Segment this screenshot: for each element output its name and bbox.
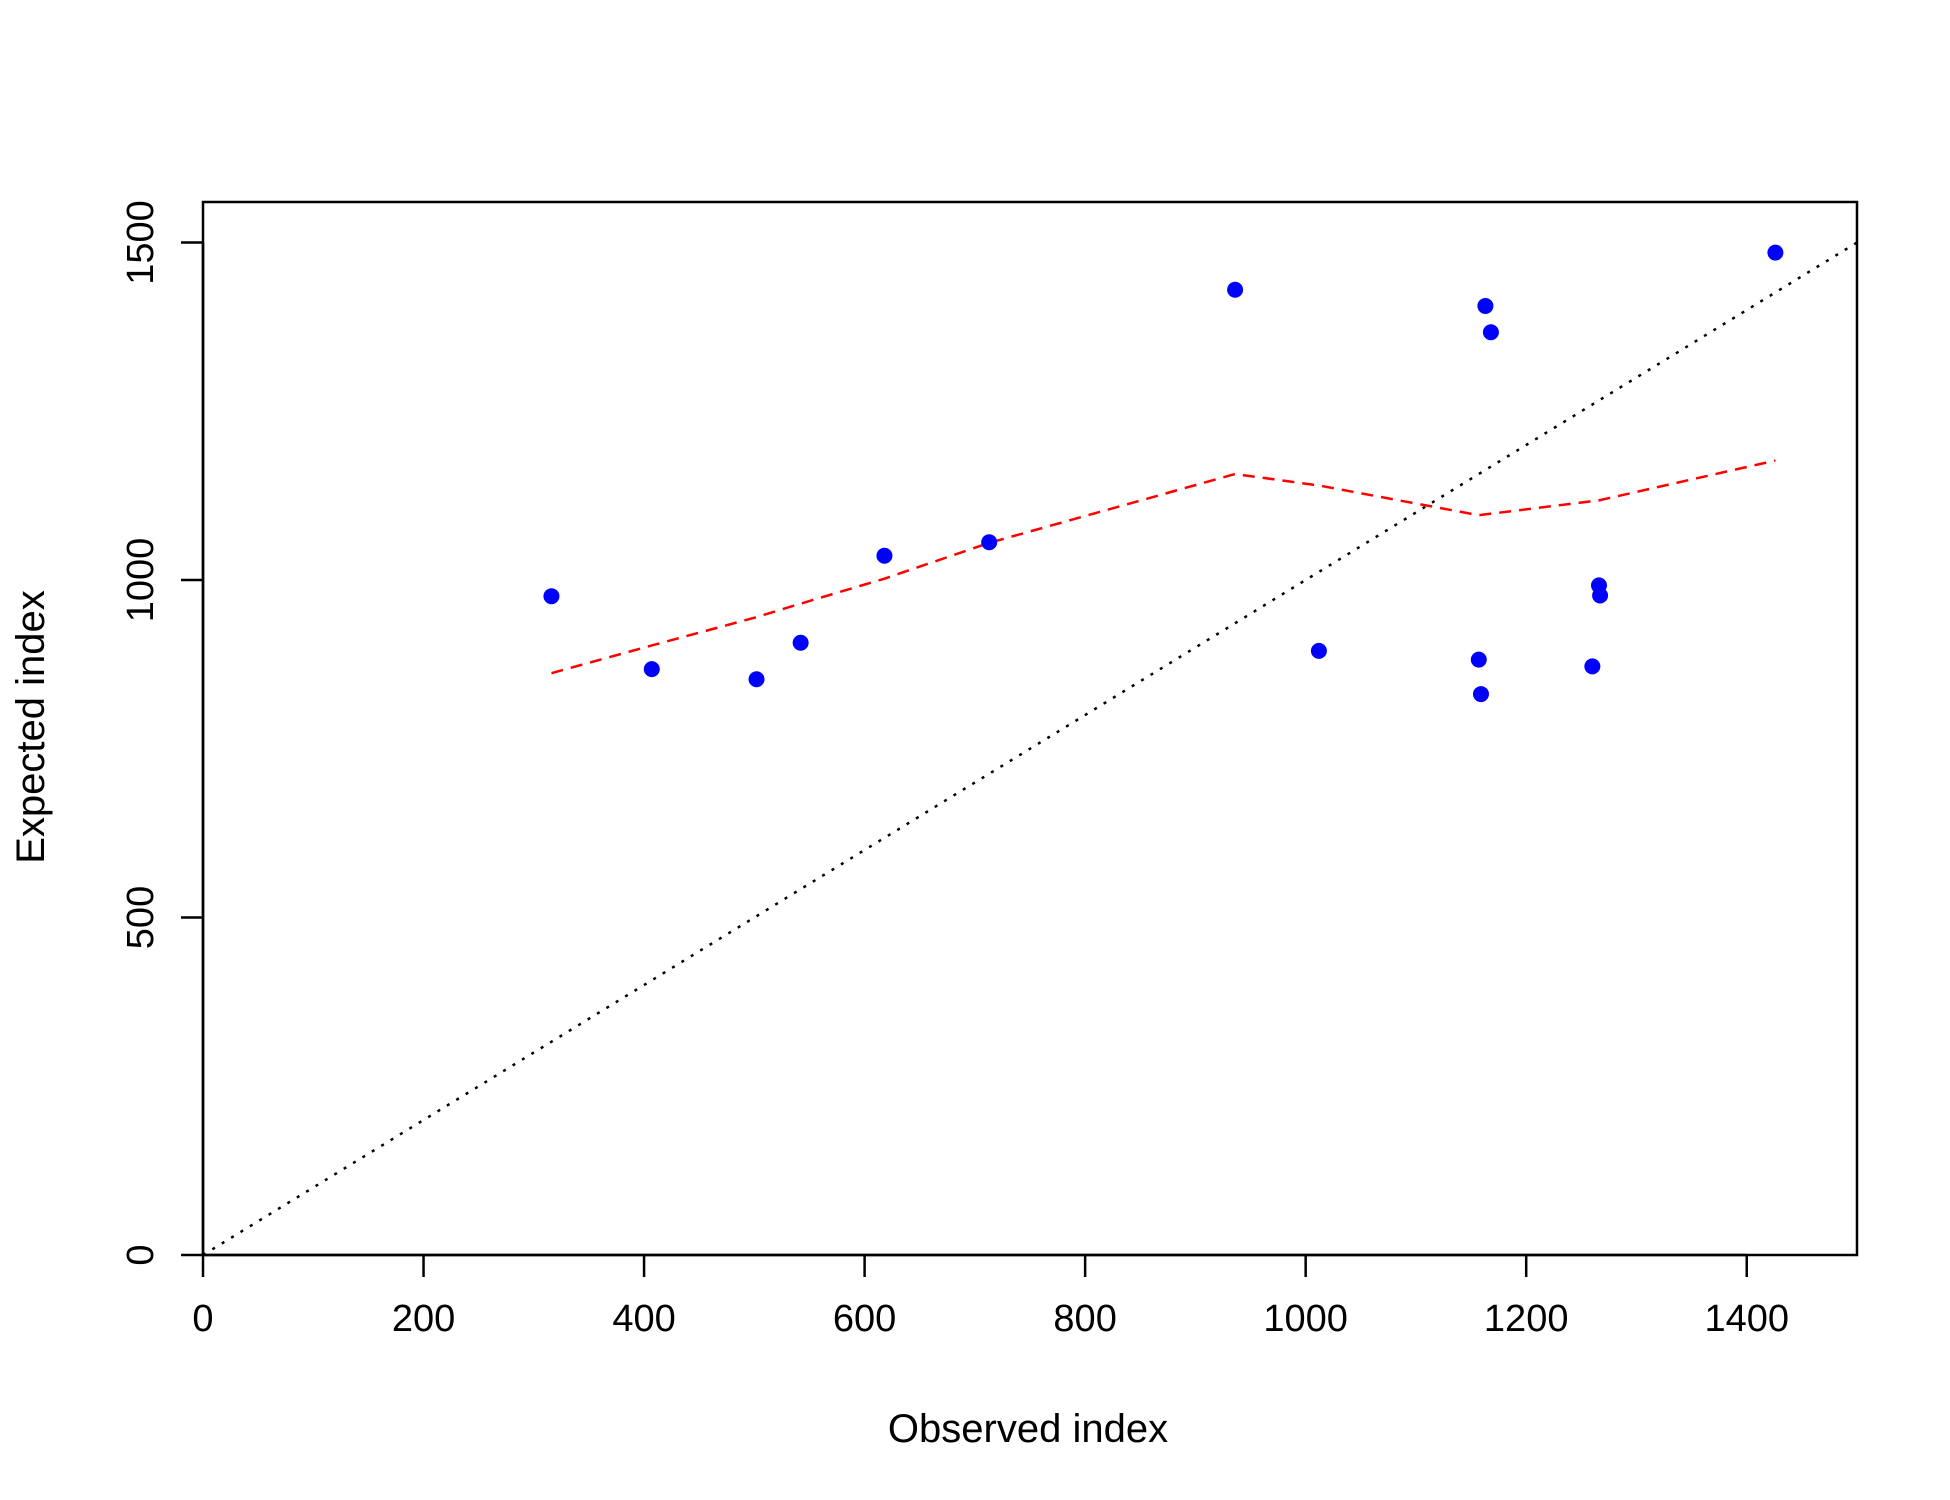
x-tick-label: 400 bbox=[612, 1298, 675, 1340]
data-point bbox=[1584, 658, 1601, 675]
data-point bbox=[1310, 642, 1327, 659]
data-point bbox=[1470, 651, 1487, 668]
reference-line bbox=[203, 241, 1857, 1255]
y-axis-title: Expected index bbox=[9, 590, 53, 864]
data-point bbox=[748, 671, 765, 688]
x-tick-label: 1400 bbox=[1704, 1298, 1789, 1340]
plot-frame bbox=[201, 200, 1859, 1257]
data-point bbox=[543, 588, 560, 605]
y-tick-label: 1500 bbox=[120, 200, 162, 285]
data-point bbox=[792, 634, 809, 651]
plot-area bbox=[203, 241, 1857, 1255]
x-tick-label: 600 bbox=[833, 1298, 896, 1340]
x-tick-label: 1200 bbox=[1484, 1298, 1569, 1340]
data-point bbox=[1227, 281, 1244, 298]
y-tick-label: 500 bbox=[120, 886, 162, 949]
x-tick-label: 1000 bbox=[1263, 1298, 1348, 1340]
x-axis-title: Observed index bbox=[888, 1407, 1168, 1451]
data-point bbox=[1767, 244, 1784, 261]
axes: 0 200 400 600 800 1000 1200 1400 0 500 1000 1500 bbox=[120, 200, 1859, 1340]
x-tick-label: 200 bbox=[392, 1298, 455, 1340]
x-tick-label: 800 bbox=[1053, 1298, 1116, 1340]
data-point bbox=[1472, 686, 1489, 703]
data-point bbox=[643, 661, 660, 678]
y-tick-label: 0 bbox=[120, 1244, 162, 1265]
data-point bbox=[1482, 324, 1499, 341]
data-point bbox=[981, 534, 998, 551]
y-tick-label: 1000 bbox=[120, 538, 162, 623]
trend-line bbox=[551, 459, 1776, 675]
data-point bbox=[876, 547, 893, 564]
data-point bbox=[1592, 587, 1609, 604]
data-point bbox=[1477, 297, 1494, 314]
x-tick-label: 0 bbox=[192, 1298, 213, 1340]
